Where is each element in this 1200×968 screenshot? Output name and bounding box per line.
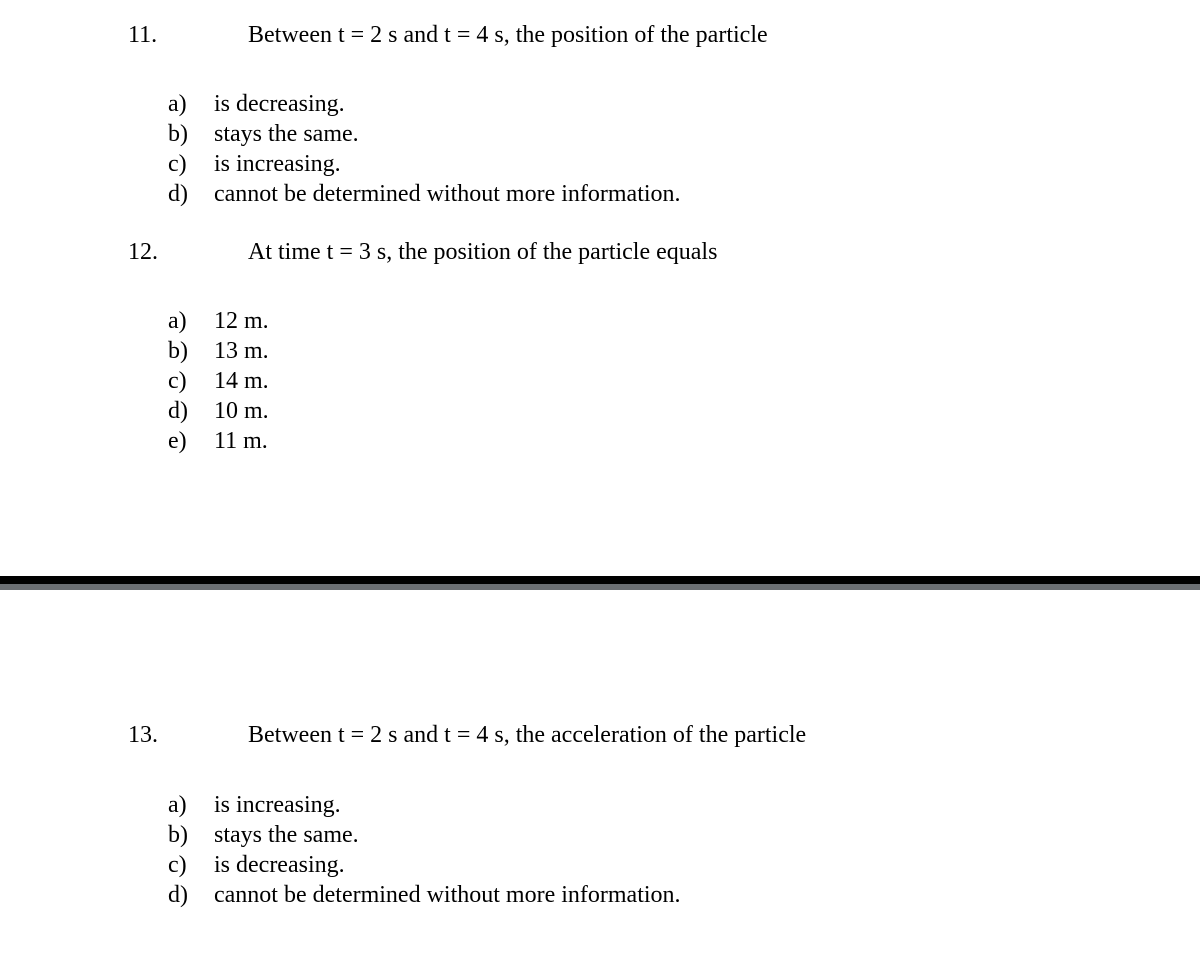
page-divider: [0, 576, 1200, 590]
option-letter: b): [168, 336, 214, 366]
option-item: a) 12 m.: [168, 306, 1200, 336]
option-text: cannot be determined without more inform…: [214, 179, 1200, 209]
option-item: e) 11 m.: [168, 426, 1200, 456]
option-text: stays the same.: [214, 119, 1200, 149]
question-number: 11.: [0, 20, 248, 51]
option-letter: d): [168, 396, 214, 426]
option-item: c) 14 m.: [168, 366, 1200, 396]
question-header: 12. At time t = 3 s, the position of the…: [0, 237, 1200, 268]
option-text: cannot be determined without more inform…: [214, 880, 1200, 910]
option-letter: e): [168, 426, 214, 456]
question-text: Between t = 2 s and t = 4 s, the acceler…: [248, 720, 1200, 751]
option-letter: a): [168, 790, 214, 820]
option-item: d) cannot be determined without more inf…: [168, 179, 1200, 209]
question-block: 13. Between t = 2 s and t = 4 s, the acc…: [0, 720, 1200, 909]
option-text: 13 m.: [214, 336, 1200, 366]
option-item: c) is decreasing.: [168, 850, 1200, 880]
option-item: c) is increasing.: [168, 149, 1200, 179]
option-item: b) stays the same.: [168, 119, 1200, 149]
options-list: a) 12 m. b) 13 m. c) 14 m. d) 10 m. e): [0, 306, 1200, 456]
option-letter: a): [168, 306, 214, 336]
option-letter: a): [168, 89, 214, 119]
option-item: d) 10 m.: [168, 396, 1200, 426]
option-text: stays the same.: [214, 820, 1200, 850]
top-section: 11. Between t = 2 s and t = 4 s, the pos…: [0, 0, 1200, 456]
option-letter: c): [168, 366, 214, 396]
option-text: 12 m.: [214, 306, 1200, 336]
question-header: 11. Between t = 2 s and t = 4 s, the pos…: [0, 20, 1200, 51]
option-item: d) cannot be determined without more inf…: [168, 880, 1200, 910]
document-page: 11. Between t = 2 s and t = 4 s, the pos…: [0, 0, 1200, 968]
option-text: is decreasing.: [214, 89, 1200, 119]
question-block: 11. Between t = 2 s and t = 4 s, the pos…: [0, 20, 1200, 209]
question-block: 12. At time t = 3 s, the position of the…: [0, 237, 1200, 456]
option-letter: c): [168, 850, 214, 880]
option-item: b) 13 m.: [168, 336, 1200, 366]
question-text: At time t = 3 s, the position of the par…: [248, 237, 1200, 268]
question-header: 13. Between t = 2 s and t = 4 s, the acc…: [0, 720, 1200, 751]
question-number: 13.: [0, 720, 248, 751]
option-text: 14 m.: [214, 366, 1200, 396]
option-item: b) stays the same.: [168, 820, 1200, 850]
option-item: a) is increasing.: [168, 790, 1200, 820]
option-letter: d): [168, 179, 214, 209]
question-text: Between t = 2 s and t = 4 s, the positio…: [248, 20, 1200, 51]
option-text: 11 m.: [214, 426, 1200, 456]
option-letter: b): [168, 820, 214, 850]
option-text: is increasing.: [214, 149, 1200, 179]
option-text: is increasing.: [214, 790, 1200, 820]
options-list: a) is decreasing. b) stays the same. c) …: [0, 89, 1200, 209]
option-text: 10 m.: [214, 396, 1200, 426]
option-letter: c): [168, 149, 214, 179]
option-item: a) is decreasing.: [168, 89, 1200, 119]
option-text: is decreasing.: [214, 850, 1200, 880]
options-list: a) is increasing. b) stays the same. c) …: [0, 790, 1200, 910]
bottom-section: 13. Between t = 2 s and t = 4 s, the acc…: [0, 590, 1200, 967]
option-letter: b): [168, 119, 214, 149]
question-number: 12.: [0, 237, 248, 268]
option-letter: d): [168, 880, 214, 910]
